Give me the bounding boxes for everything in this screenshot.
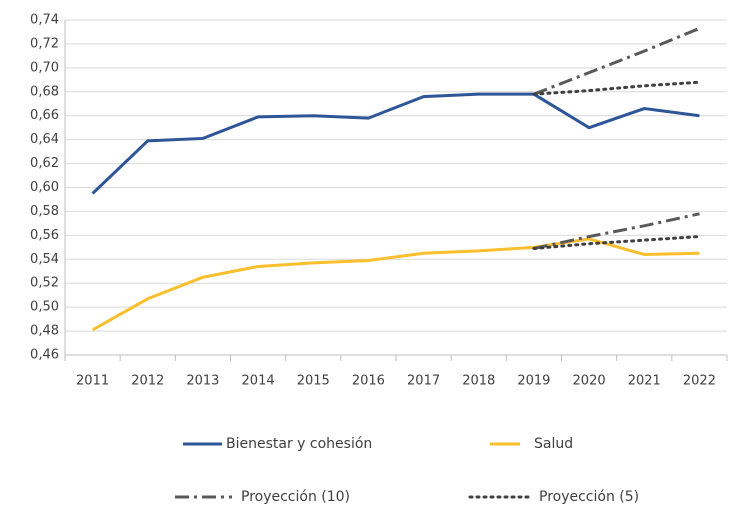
x-tick-label: 2021: [628, 374, 661, 389]
y-tick-label: 0,56: [30, 228, 59, 243]
x-tick-label: 2017: [407, 374, 440, 389]
y-tick-label: 0,66: [30, 108, 59, 123]
y-tick-label: 0,70: [30, 60, 59, 75]
y-tick-label: 0,46: [30, 348, 59, 363]
y-tick-label: 0,52: [30, 276, 59, 291]
y-tick-label: 0,50: [30, 300, 59, 315]
x-tick-label: 2012: [131, 374, 164, 389]
series-line: [532, 80, 701, 96]
y-tick-label: 0,64: [30, 132, 59, 147]
x-tick-label: 2015: [297, 374, 330, 389]
y-tick-label: 0,58: [30, 204, 59, 219]
series-line: [533, 212, 700, 250]
x-tick-label: 2013: [186, 374, 219, 389]
series-line: [532, 235, 701, 251]
legend-label: Proyección (10): [241, 489, 350, 505]
y-tick-label: 0,74: [30, 13, 59, 28]
y-tick-label: 0,72: [30, 36, 59, 51]
y-tick-label: 0,68: [30, 84, 59, 99]
x-tick-label: 2019: [517, 374, 550, 389]
legend-label: Salud: [534, 436, 573, 452]
x-tick-label: 2020: [573, 374, 606, 389]
y-tick-label: 0,54: [30, 252, 59, 267]
series-line: [91, 92, 700, 195]
legend-label: Bienestar y cohesión: [226, 436, 372, 452]
x-tick-label: 2014: [242, 374, 275, 389]
y-tick-label: 0,48: [30, 324, 59, 339]
x-tick-label: 2022: [683, 374, 716, 389]
series-line: [91, 237, 700, 332]
x-tick-label: 2018: [462, 374, 495, 389]
series-line: [533, 26, 700, 96]
y-tick-label: 0,60: [30, 180, 59, 195]
legend-label: Proyección (5): [539, 489, 639, 505]
y-tick-label: 0,62: [30, 156, 59, 171]
x-tick-label: 2016: [352, 374, 385, 389]
x-tick-label: 2011: [76, 374, 109, 389]
